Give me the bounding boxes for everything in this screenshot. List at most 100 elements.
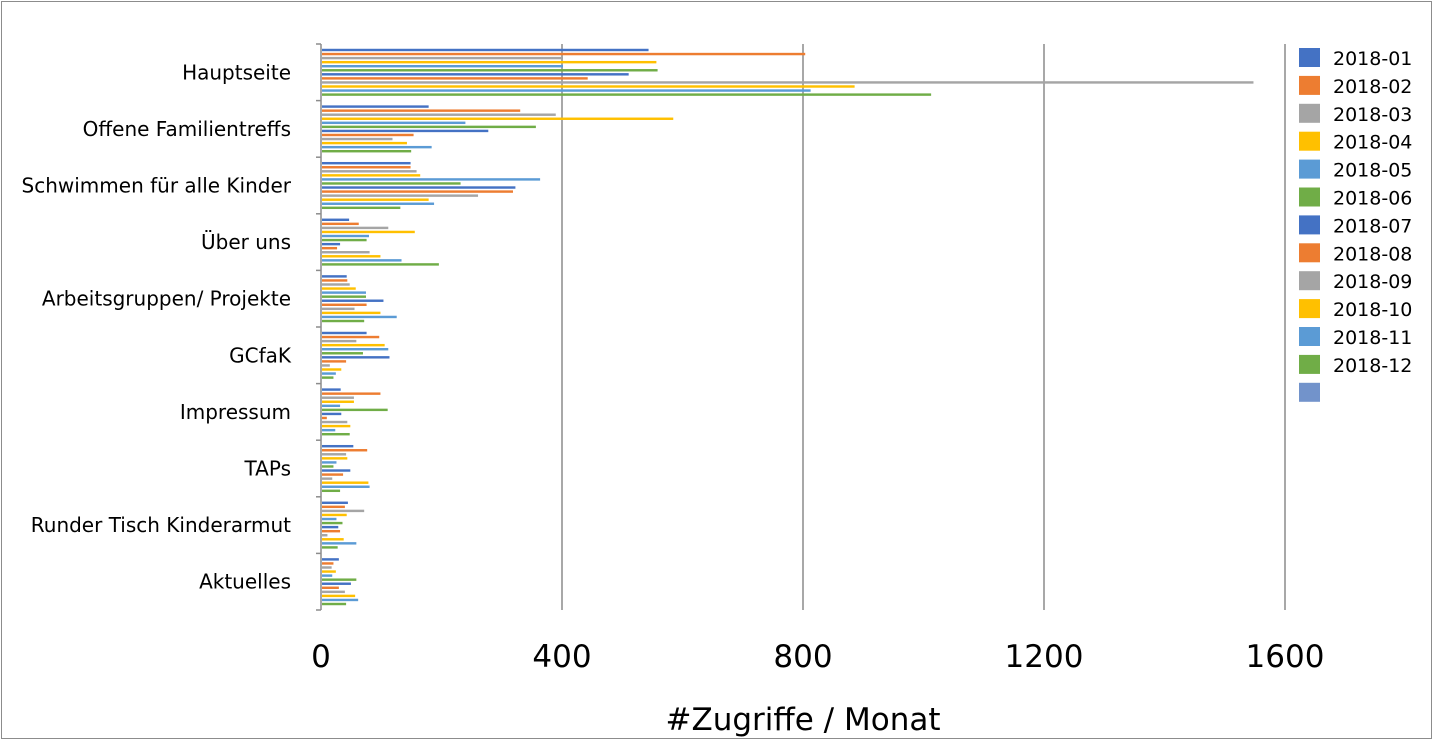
bar-2018-12-Offene Familientreffs [322,149,412,153]
bar-2018-11-Über uns [322,259,402,262]
bar-2018-09-Runder Tisch Kinderarmut [322,534,328,537]
bar-2018-05-Arbeitsgruppen/ Projekte [322,291,366,294]
bar-2018-07-Schwimmen für alle Kinder [322,186,516,189]
bar-2018-10-Aktuelles [322,594,356,598]
legend-label: 2018-05 [1333,160,1412,182]
category-label: GCfaK [229,343,292,367]
legend-swatch [1299,159,1320,179]
bar-2018-05-Über uns [322,234,369,238]
legend-swatch [1299,354,1320,374]
bar-2018-07-Aktuelles [322,582,351,585]
bar-2018-08-Über uns [322,246,338,250]
bar-2018-07-GCfaK [322,356,390,359]
bar-2018-03-TAPs [322,453,347,456]
legend-label: 2018-03 [1333,104,1412,126]
bar-2018-10-Über uns [322,255,381,258]
bar-2018-06-Schwimmen für alle Kinder [322,182,461,185]
bar-2018-06-Runder Tisch Kinderarmut [322,521,343,525]
category-label: Offene Familientreffs [83,117,291,141]
bar-2018-10-TAPs [322,481,369,484]
legend-swatch [1299,327,1320,346]
bar-2018-11-Arbeitsgruppen/ Projekte [322,315,397,319]
x-tick-label: 1200 [1005,639,1084,675]
legend-label: 2018-08 [1333,243,1412,265]
legend-swatch [1299,271,1320,291]
bar-2018-03-Offene Familientreffs [322,113,556,116]
bar-2018-08-TAPs [322,473,344,476]
bar-2018-05-Impressum [322,404,341,408]
bar-2018-03-Über uns [322,226,389,230]
bar-2018-04-Aktuelles [322,570,336,573]
legend-label: 2018-09 [1333,271,1412,293]
bar-2018-03-Hauptseite [322,56,563,60]
bar-2018-04-GCfaK [322,343,385,347]
bar-2018-05-Runder Tisch Kinderarmut [322,517,337,521]
legend-swatch [1299,243,1320,263]
bar-2018-05-Schwimmen für alle Kinder [322,178,541,181]
legend-label: 2018-10 [1333,299,1412,321]
bar-2018-01-Arbeitsgruppen/ Projekte [322,275,347,278]
legend-swatch [1299,187,1320,207]
bar-2018-08-GCfaK [322,360,347,363]
legend-label: 2018-06 [1333,188,1412,210]
bar-2018-12-Impressum [322,432,350,436]
bar-2018-01-TAPs [322,444,354,448]
legend-swatch [1299,299,1320,319]
bar-2018-02-Arbeitsgruppen/ Projekte [322,279,348,282]
bar-2018-05-Aktuelles [322,574,333,577]
category-label: Impressum [180,400,291,424]
legend-swatch [1299,131,1320,151]
bar-2018-07-Über uns [322,242,341,246]
bar-2018-02-Aktuelles [322,562,334,565]
legend-label: 2018-01 [1333,48,1412,70]
bar-2018-03-Schwimmen für alle Kinder [322,170,417,173]
x-tick-label: 0 [311,639,331,675]
legend-swatch [1299,382,1320,402]
category-label: Runder Tisch Kinderarmut [31,513,291,537]
legend-label: 2018-04 [1333,132,1412,154]
bar-2018-06-Arbeitsgruppen/ Projekte [322,295,366,298]
bar-2018-02-Über uns [322,222,359,226]
bar-2018-08-Aktuelles [322,586,339,590]
legend-label: 2018-12 [1333,355,1412,377]
bar-2018-12-Aktuelles [322,602,347,606]
bar-2018-12-Runder Tisch Kinderarmut [322,546,338,549]
category-label: Aktuelles [199,570,291,594]
bar-2018-06-GCfaK [322,352,363,355]
bar-2018-04-Arbeitsgruppen/ Projekte [322,287,356,290]
bar-2018-04-Impressum [322,400,354,403]
bar-2018-08-Offene Familientreffs [322,133,414,137]
x-tick-label: 1600 [1246,639,1325,675]
bar-2018-10-Impressum [322,424,351,428]
bar-2018-09-Schwimmen für alle Kinder [322,194,479,197]
bar-2018-08-Arbeitsgruppen/ Projekte [322,303,367,307]
bar-2018-01-Hauptseite [322,48,649,52]
bar-2018-11-Hauptseite [322,89,811,92]
bar-2018-02-Impressum [322,392,381,395]
bar-2018-10-Schwimmen für alle Kinder [322,198,429,201]
bar-2018-06-TAPs [322,465,334,468]
bar-2018-09-Aktuelles [322,590,345,594]
category-label: Hauptseite [182,60,291,84]
legend-label: 2018-02 [1333,76,1412,98]
category-label: Schwimmen für alle Kinder [22,174,292,198]
bar-2018-04-Schwimmen für alle Kinder [322,174,421,177]
bar-2018-07-Offene Familientreffs [322,129,489,133]
bar-2018-10-Runder Tisch Kinderarmut [322,538,344,541]
bar-2018-06-Hauptseite [322,69,658,72]
legend-label: 2018-07 [1333,215,1412,237]
bar-2018-01-Runder Tisch Kinderarmut [322,501,348,505]
bar-2018-01-Über uns [322,218,350,222]
bar-2018-01-Aktuelles [322,558,339,561]
category-label: Über uns [201,230,291,254]
bar-2018-06-Offene Familientreffs [322,125,536,129]
bar-2018-10-GCfaK [322,368,342,371]
bar-2018-09-GCfaK [322,364,330,367]
bar-2018-12-GCfaK [322,376,334,379]
legend-label: 2018-11 [1333,327,1412,349]
legend-swatch [1299,48,1320,67]
bar-2018-07-Impressum [322,412,342,416]
bar-2018-03-Impressum [322,396,354,399]
bar-2018-12-Hauptseite [322,93,932,96]
